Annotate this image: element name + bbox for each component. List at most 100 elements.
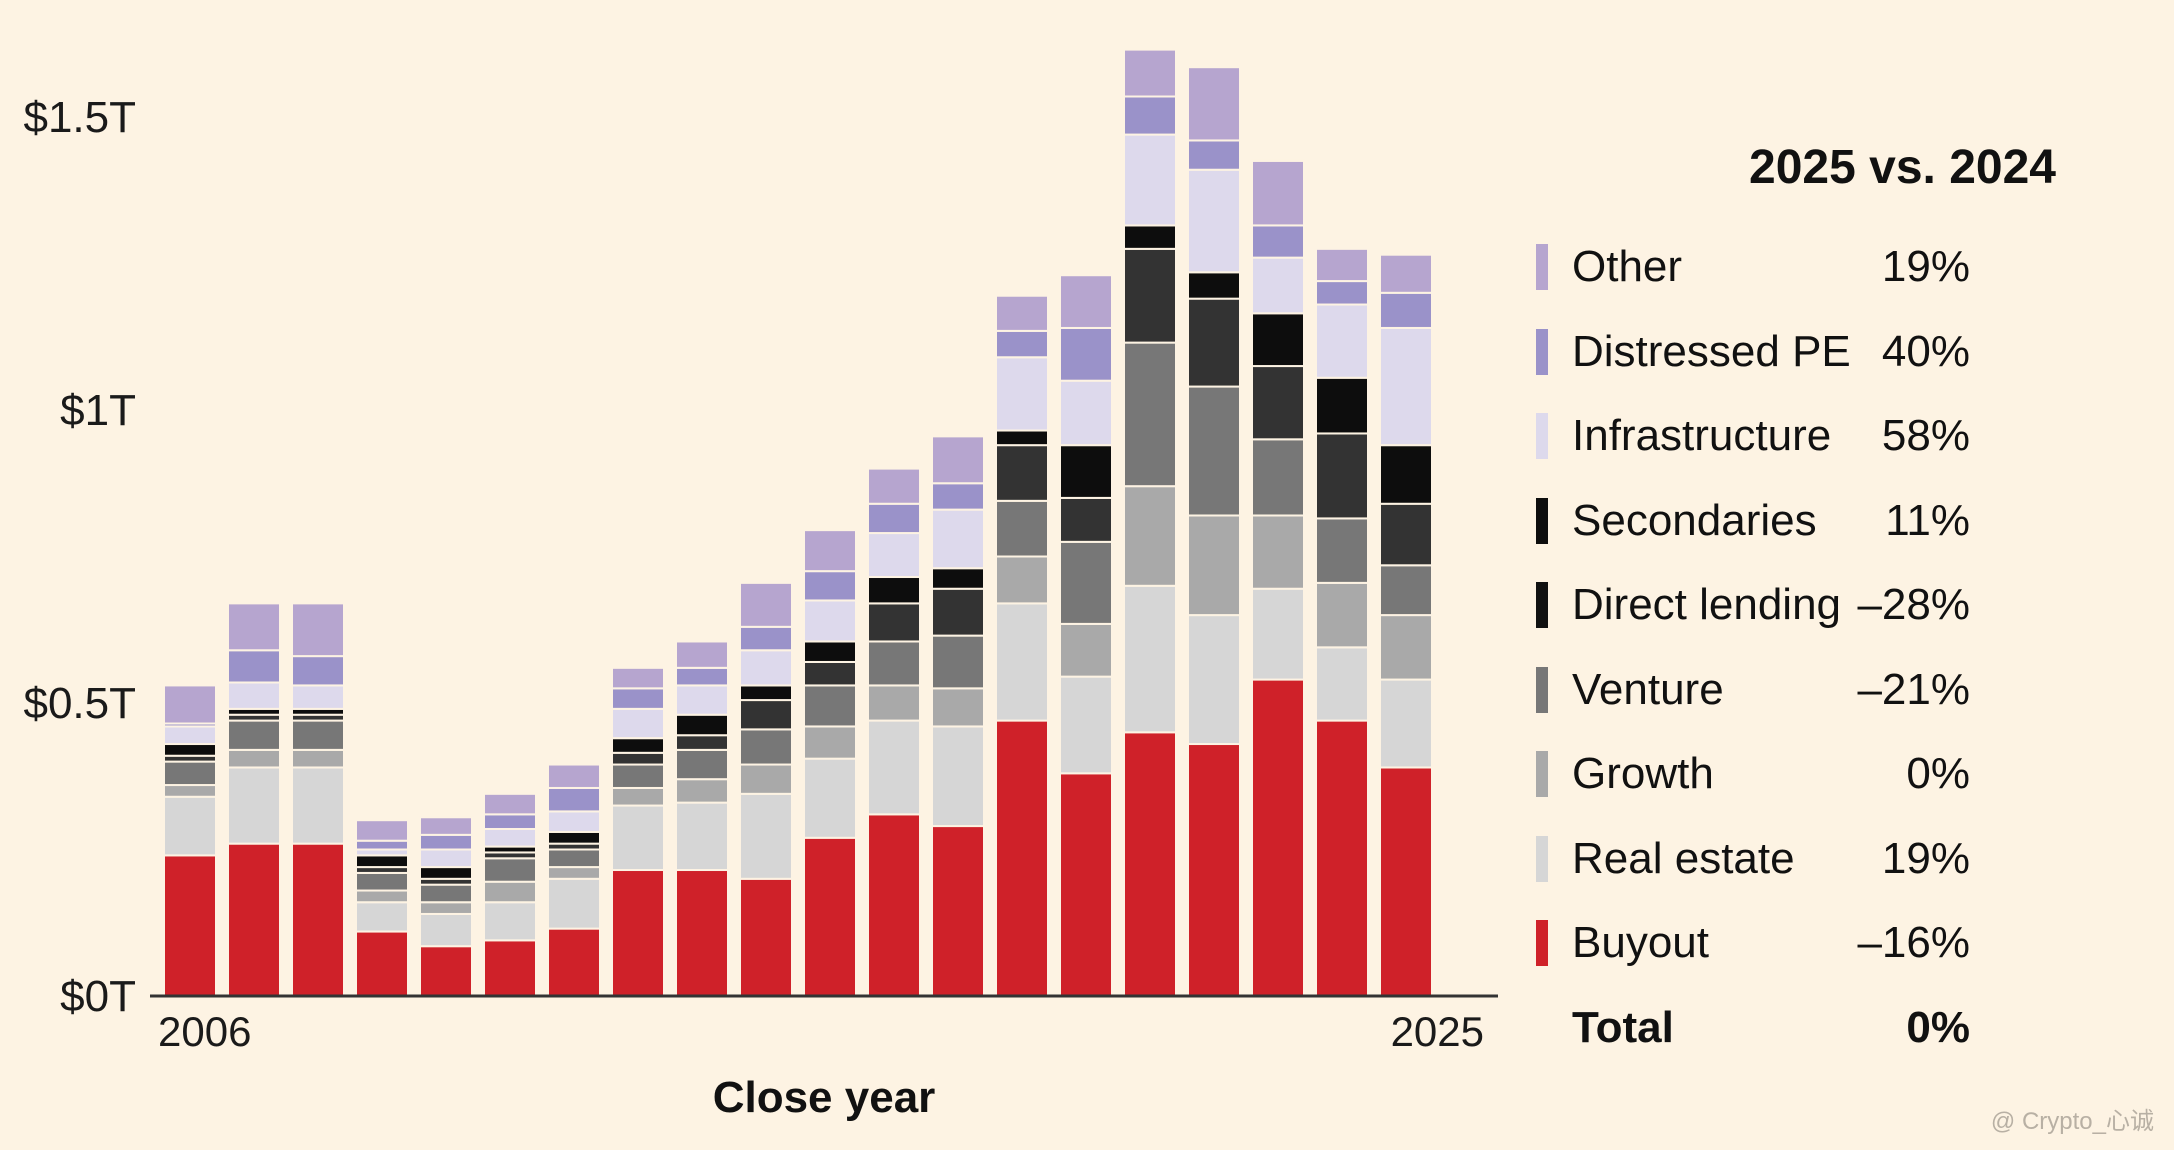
legend-title: 2025 vs. 2024 <box>1749 141 2056 194</box>
bar-segment <box>1379 502 1433 567</box>
bar-segment <box>163 784 217 798</box>
bar-segment <box>547 866 601 880</box>
bar-segment <box>1059 326 1113 382</box>
bar-segment <box>1251 365 1305 441</box>
bar-segment <box>227 649 281 684</box>
bar-segment <box>1059 622 1113 678</box>
bar-segment <box>1315 581 1369 649</box>
bar-segment <box>1123 341 1177 488</box>
bar-segment <box>1315 247 1369 283</box>
bar-segment <box>803 684 857 728</box>
bar-segment <box>547 786 601 813</box>
bar-segment <box>1379 326 1433 447</box>
bar-segment <box>419 901 473 915</box>
bar-segment <box>291 842 345 998</box>
bar-segment <box>483 813 537 830</box>
bar-segment <box>355 819 409 842</box>
legend-item-value: 58% <box>1881 411 1970 461</box>
bar-segment <box>163 684 217 725</box>
y-tick-label: $1.5T <box>23 93 136 142</box>
bars <box>163 48 1433 998</box>
bar-segment <box>163 760 217 787</box>
legend-swatch <box>1536 244 1548 291</box>
bar-segment <box>419 866 473 880</box>
bar-segment <box>1123 584 1177 734</box>
bar-segment <box>931 435 985 485</box>
legend-total-swatch <box>1536 1005 1548 1051</box>
bar-segment <box>611 869 665 998</box>
legend-item: Direct lending –28% <box>1536 563 2056 648</box>
bar-segment <box>1379 253 1433 294</box>
bar-segment <box>1059 496 1113 543</box>
bar-segment <box>675 640 729 669</box>
bar-segment <box>867 502 921 535</box>
bar-segment <box>1187 168 1241 274</box>
bar-segment <box>1315 719 1369 998</box>
legend-item: Growth 0% <box>1536 732 2056 817</box>
bar-segment <box>355 854 409 869</box>
legend-item-label: Real estate <box>1572 833 1795 883</box>
legend-item-value: –28% <box>1857 580 1970 630</box>
bar-segment <box>867 602 921 643</box>
y-axis-ticks: $0T $0.5T $1T $1.5T <box>23 93 136 1021</box>
legend-item: Venture –21% <box>1536 648 2056 733</box>
legend-swatch <box>1536 666 1548 713</box>
legend-item: Other 19% <box>1536 225 2056 310</box>
bar-segment <box>547 763 601 789</box>
bar-segment <box>739 728 793 766</box>
legend-swatch <box>1536 835 1548 882</box>
y-tick-label: $0.5T <box>23 679 136 728</box>
bar-segment <box>995 555 1049 605</box>
bar-segment <box>291 748 345 769</box>
bar-segment <box>739 877 793 997</box>
bar-segment <box>1123 224 1177 250</box>
bar-segment <box>1059 675 1113 775</box>
watermark: @ Crypto_心诚 <box>1990 1108 2154 1135</box>
bar-segment <box>547 830 601 845</box>
bar-segment <box>739 649 793 687</box>
bar-segment <box>1315 517 1369 584</box>
bar-segment <box>1123 95 1177 136</box>
bar-segment <box>803 660 857 687</box>
legend-item: Real estate 19% <box>1536 817 2056 902</box>
bar-segment <box>803 725 857 760</box>
bar-segment <box>547 848 601 869</box>
bar-segment <box>1059 444 1113 499</box>
legend-item: Secondaries 11% <box>1536 479 2056 564</box>
bar-segment <box>1187 743 1241 998</box>
bar-segment <box>803 836 857 998</box>
bar-segment <box>1251 312 1305 368</box>
bar-segment <box>1123 247 1177 344</box>
bar-segment <box>867 532 921 579</box>
bar-segment <box>419 848 473 869</box>
bar-segment <box>1379 766 1433 998</box>
bar-segment <box>867 640 921 687</box>
bar-segment <box>547 810 601 833</box>
bar-segment <box>611 786 665 807</box>
legend-swatch <box>1536 920 1548 967</box>
legend-swatch <box>1536 413 1548 460</box>
bar-segment <box>1251 224 1305 259</box>
bar-segment <box>867 719 921 816</box>
bar-segment <box>611 687 665 710</box>
bar-segment <box>227 719 281 751</box>
bar-segment <box>483 880 537 904</box>
bar-segment <box>1251 256 1305 315</box>
legend: 2025 vs. 2024 Other 19% Distressed PE 40% In… <box>1536 140 2056 1070</box>
bar-segment <box>1187 385 1241 517</box>
bar-segment <box>1187 514 1241 617</box>
legend-item-value: 0% <box>1906 749 1970 799</box>
legend-item: Distressed PE 40% <box>1536 310 2056 395</box>
bar-segment <box>291 719 345 751</box>
bar-segment <box>1315 646 1369 722</box>
bar-segment <box>355 930 409 997</box>
bar-segment <box>1379 564 1433 617</box>
y-tick-label: $0T <box>60 972 136 1021</box>
bar-segment <box>355 871 409 892</box>
bar-segment <box>675 869 729 998</box>
bar-segment <box>1251 587 1305 681</box>
bar-segment <box>739 699 793 731</box>
bar-segment <box>355 889 409 904</box>
bar-segment <box>867 684 921 722</box>
legend-swatch <box>1536 328 1548 375</box>
